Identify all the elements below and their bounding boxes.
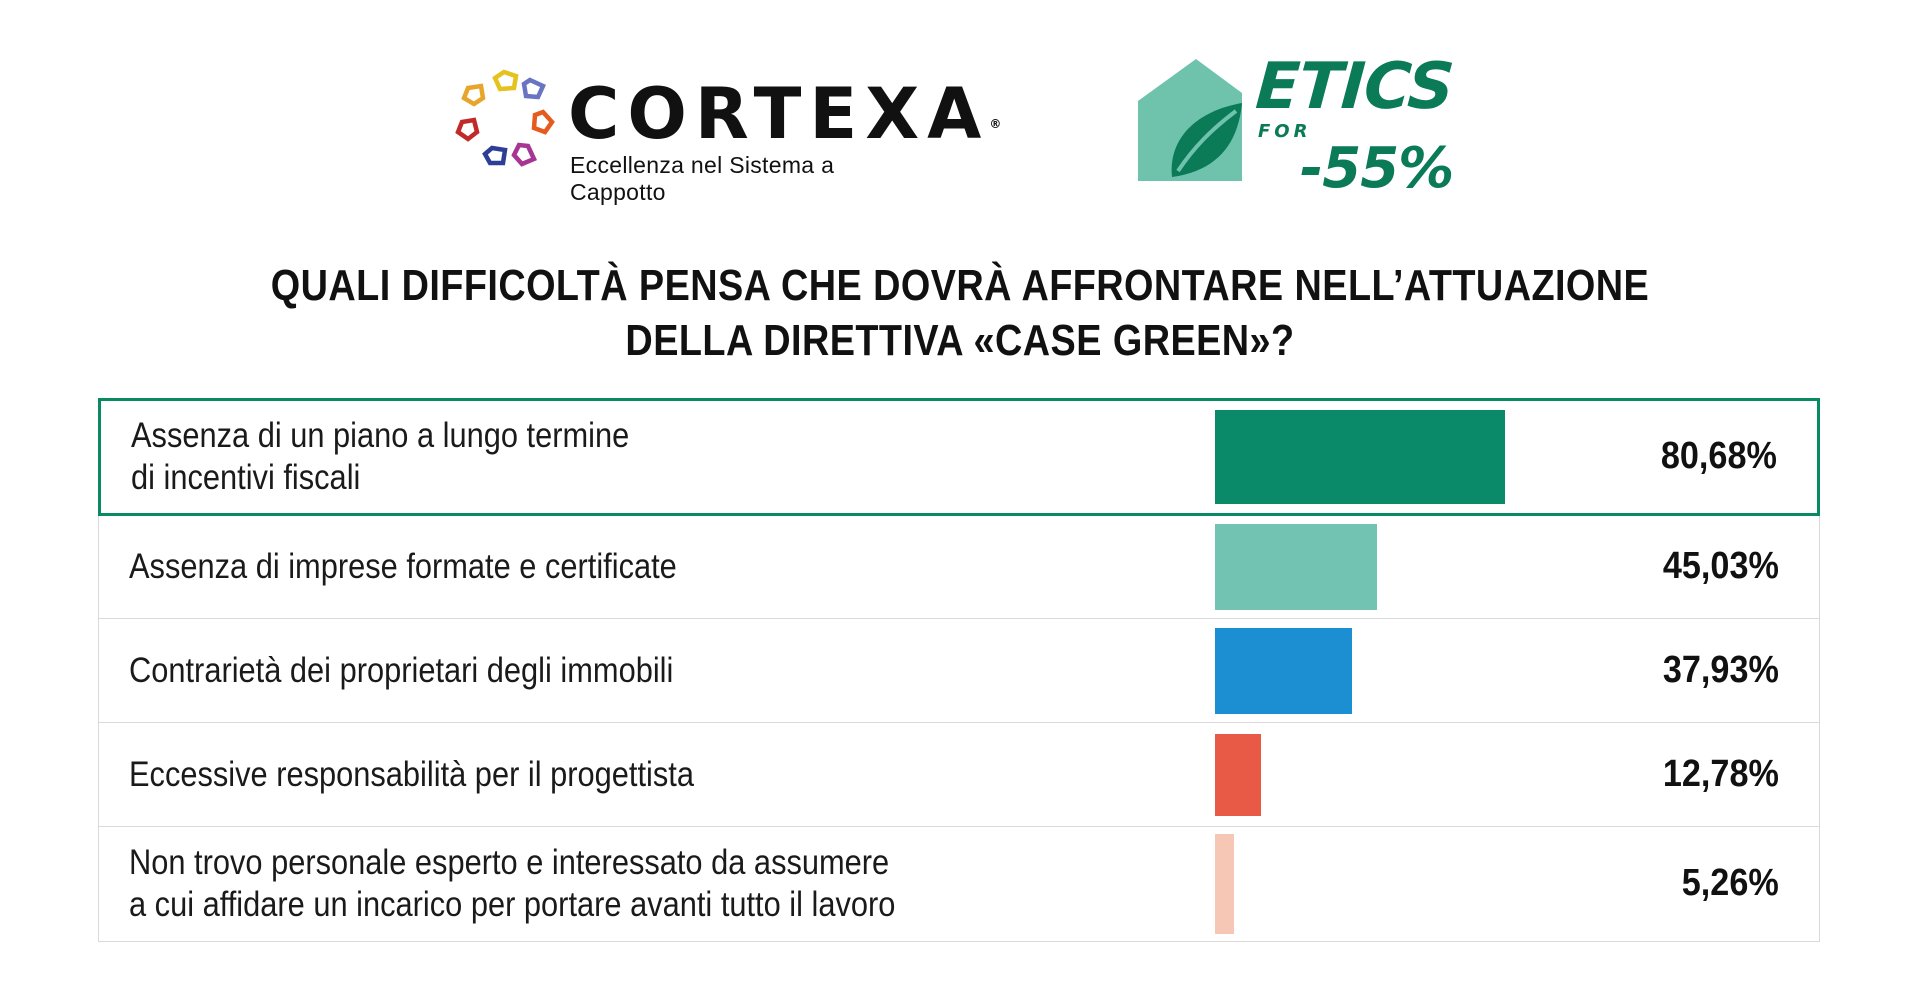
- table-row: Assenza di un piano a lungo termine di in…: [98, 398, 1820, 516]
- row-label-line: di incentivi fiscali: [131, 458, 361, 497]
- table-row: Eccessive responsabilità per il progetti…: [98, 722, 1820, 828]
- bar: [1215, 834, 1234, 934]
- row-label: Assenza di imprese formate e certificate: [129, 546, 677, 588]
- etics-logo: ETICS FOR -55%: [1138, 50, 1468, 201]
- cortexa-wordmark: CORTEXA®: [568, 73, 1002, 155]
- chart-title-line-2: DELLA DIRETTIVA «CASE GREEN»?: [625, 316, 1295, 365]
- table-row: Non trovo personale esperto e interessat…: [98, 826, 1820, 942]
- chart-title: QUALI DIFFICOLTÀ PENSA CHE DOVRÀ AFFRONT…: [134, 258, 1785, 368]
- row-label: Contrarietà dei proprietari degli immobi…: [129, 650, 673, 692]
- row-label-line: Eccessive responsabilità per il progetti…: [129, 755, 694, 794]
- house-leaf-icon: [1138, 59, 1242, 181]
- row-label-line: Assenza di imprese formate e certificate: [129, 547, 677, 586]
- etics-target: -55%: [1300, 136, 1454, 201]
- chart-title-line-1: QUALI DIFFICOLTÀ PENSA CHE DOVRÀ AFFRONT…: [270, 261, 1650, 310]
- row-label-line: Contrarietà dei proprietari degli immobi…: [129, 651, 674, 690]
- value-label: 45,03%: [1662, 545, 1779, 587]
- bar: [1215, 734, 1261, 816]
- row-label: Eccessive responsabilità per il progetti…: [129, 754, 694, 796]
- cortexa-ring-icon: [455, 69, 555, 167]
- etics-wordmark: ETICS: [1253, 50, 1456, 124]
- row-label: Assenza di un piano a lungo termine di in…: [131, 415, 629, 499]
- survey-bar-table: Assenza di un piano a lungo termine di in…: [98, 398, 1822, 942]
- cortexa-logo: CORTEXA® Eccellenza nel Sistema a Cappot…: [448, 66, 1001, 205]
- row-label-line: Assenza di un piano a lungo termine: [131, 416, 630, 455]
- value-label: 5,26%: [1682, 862, 1779, 904]
- row-label: Non trovo personale esperto e interessat…: [129, 842, 895, 926]
- row-label-line: a cui affidare un incarico per portare a…: [129, 885, 896, 924]
- value-label: 37,93%: [1662, 649, 1779, 691]
- row-label-line: Non trovo personale esperto e interessat…: [129, 843, 890, 882]
- registered-mark: ®: [989, 117, 1002, 131]
- etics-for-label: FOR: [1258, 121, 1312, 142]
- table-row: Assenza di imprese formate e certificate…: [98, 514, 1820, 620]
- value-label: 12,78%: [1662, 753, 1779, 795]
- bar: [1215, 628, 1352, 714]
- table-row: Contrarietà dei proprietari degli immobi…: [98, 618, 1820, 724]
- bar: [1215, 524, 1377, 610]
- cortexa-tagline: Eccellenza nel Sistema a Cappotto: [570, 152, 835, 205]
- bar: [1215, 410, 1505, 504]
- value-label: 80,68%: [1660, 435, 1777, 477]
